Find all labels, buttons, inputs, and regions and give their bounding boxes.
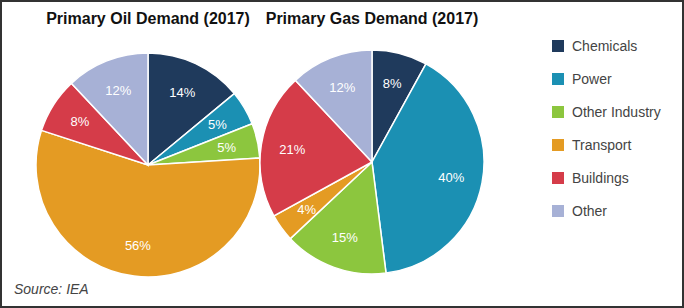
legend-entry: Other — [552, 203, 607, 219]
chart-root: 14% 5% 5% 56% 8% 12% Primary Oil Demand (2017)… — [0, 0, 684, 308]
legend: Chemicals Power Other Industry Transport Bui… — [552, 38, 661, 219]
data-label: 15% — [332, 230, 358, 245]
legend-entry: Power — [552, 71, 612, 87]
legend-entry: Other Industry — [552, 104, 661, 120]
legend-label: Power — [572, 71, 612, 87]
pie-chart: 8% 40% 15% 4% 21% 12% — [260, 50, 484, 274]
data-label: 21% — [279, 142, 305, 157]
data-label: 4% — [297, 202, 316, 217]
legend-swatch — [552, 73, 564, 85]
data-label: 12% — [105, 83, 131, 98]
legend-swatch — [552, 40, 564, 52]
data-label: 5% — [208, 117, 227, 132]
data-label: 12% — [329, 80, 355, 95]
legend-entry: Chemicals — [552, 38, 637, 54]
legend-label: Other Industry — [572, 104, 661, 120]
legend-entry: Buildings — [552, 170, 629, 186]
frame — [1, 1, 683, 307]
pie-slice — [372, 64, 484, 273]
legend-swatch — [552, 106, 564, 118]
chart-title: Primary Oil Demand (2017) — [46, 10, 250, 27]
legend-label: Other — [572, 203, 607, 219]
data-label: 8% — [383, 76, 402, 91]
data-label: 14% — [169, 85, 195, 100]
legend-label: Buildings — [572, 170, 629, 186]
legend-swatch — [552, 172, 564, 184]
pie-slice — [71, 53, 148, 165]
pie-chart: 14% 5% 5% 56% 8% 12% — [36, 53, 260, 277]
data-label: 8% — [71, 114, 90, 129]
data-label: 56% — [125, 238, 151, 253]
chart-title: Primary Gas Demand (2017) — [266, 10, 479, 27]
data-label: 5% — [217, 140, 236, 155]
data-label: 40% — [438, 170, 464, 185]
legend-swatch — [552, 139, 564, 151]
source-note: Source: IEA — [14, 281, 89, 297]
legend-entry: Transport — [552, 137, 632, 153]
legend-label: Chemicals — [572, 38, 637, 54]
legend-swatch — [552, 205, 564, 217]
pie-slice — [295, 50, 372, 162]
legend-label: Transport — [572, 137, 632, 153]
